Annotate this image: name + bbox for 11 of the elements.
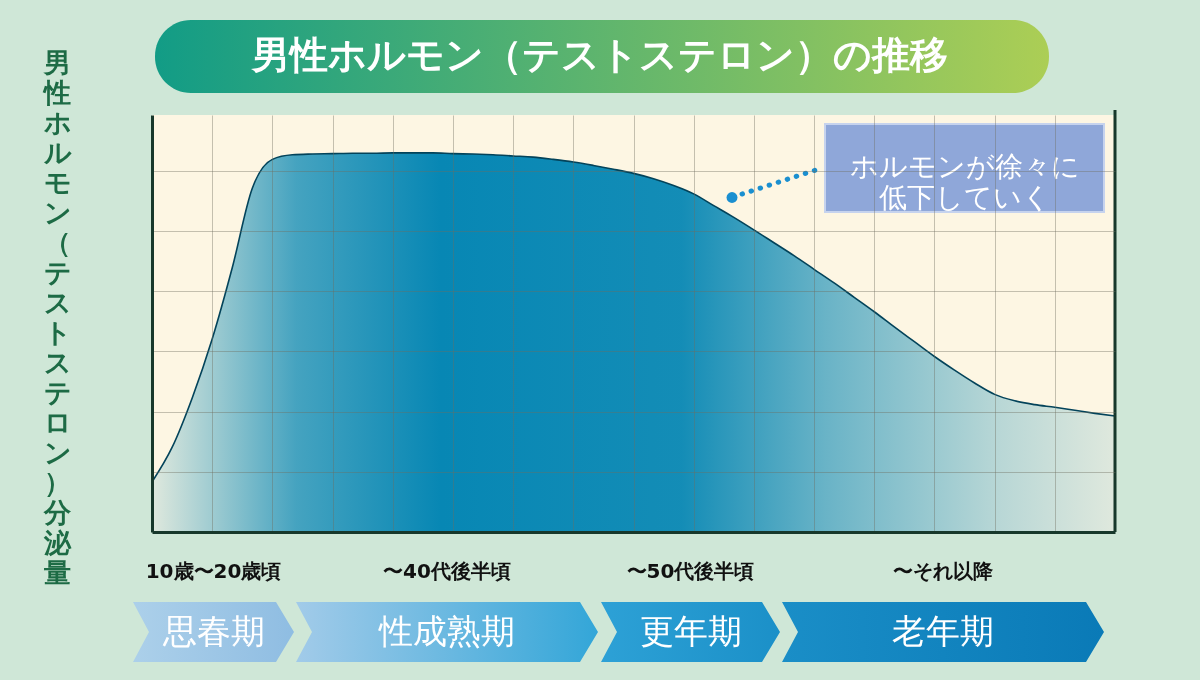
text: 〜50代後半頃 (626, 559, 755, 583)
text: 更年期 (639, 611, 742, 651)
text: 〜40代後半頃 (383, 559, 511, 583)
text: 男性ホルモン（テストステロン）分泌量 (43, 46, 72, 588)
text: 老年期 (892, 611, 994, 651)
text: 性成熟期 (378, 611, 515, 651)
text: 〜それ以降 (893, 559, 994, 583)
text: 10歳〜20歳頃 (145, 559, 282, 583)
chart-title: 男性ホルモン（テストステロン）の推移 (251, 33, 948, 77)
annotation: ホルモンが徐々に低下していく (849, 150, 1080, 214)
text: 思春期 (161, 611, 265, 651)
